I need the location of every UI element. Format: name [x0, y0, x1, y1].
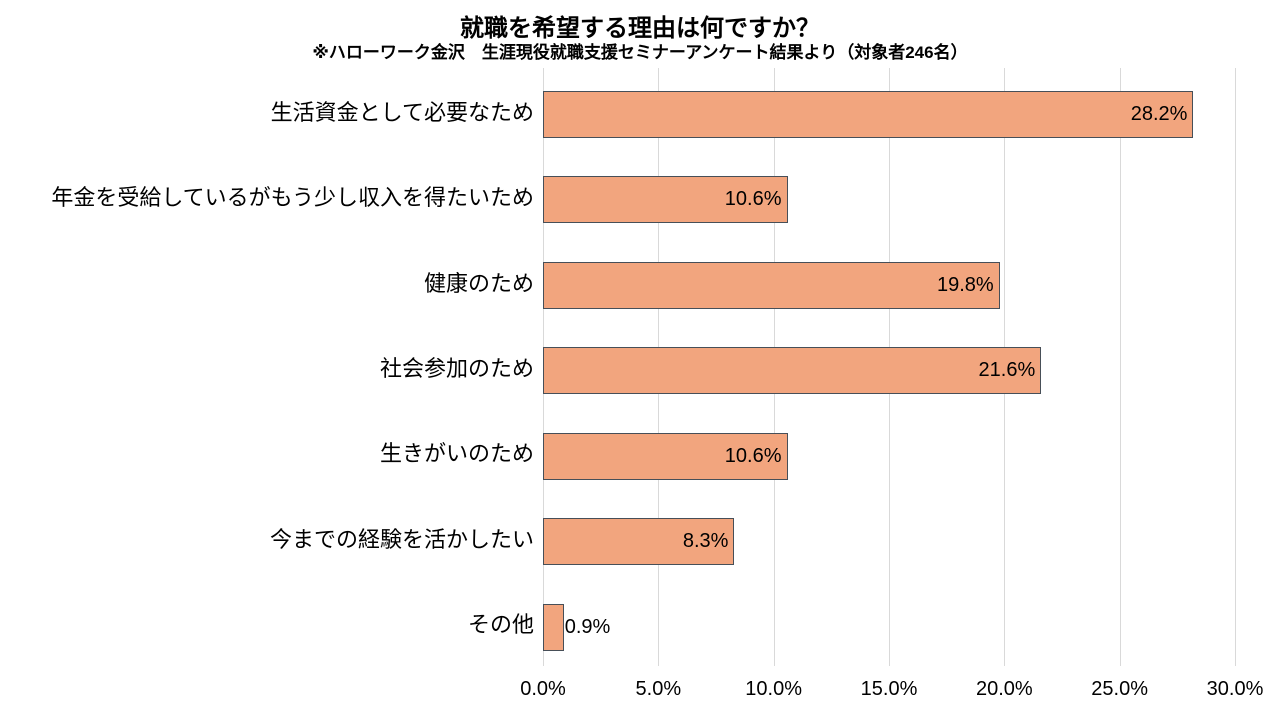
category-label: 健康のため	[423, 270, 534, 296]
x-axis-tick-label: 20.0%	[975, 678, 1033, 700]
category-label: 生きがいのため	[379, 441, 534, 467]
category-label: 社会参加のため	[379, 355, 534, 381]
x-axis-tick-label: 5.0%	[635, 678, 682, 700]
category-label: 今までの経験を活かしたい	[269, 526, 534, 552]
value-label: 0.9%	[564, 615, 611, 638]
value-label: 10.6%	[724, 188, 782, 211]
value-label: 10.6%	[724, 444, 782, 467]
bar: 0.9%	[543, 603, 610, 651]
x-axis-tick-label: 10.0%	[745, 678, 803, 700]
x-axis: 0.0% 5.0% 10.0% 15.0% 20.0% 25.0% 30.0%	[520, 678, 1263, 704]
bar: 28.2%	[543, 91, 1194, 138]
plot-area: 生活資金として必要なため 28.2% 年金を受給しているがもう少し収入を得たいた…	[51, 68, 1263, 700]
bar-row: 年金を受給しているがもう少し収入を得たいため 10.6%	[51, 153, 1235, 238]
bar: 19.8%	[543, 261, 1000, 309]
bar-row: 健康のため 19.8%	[424, 239, 1235, 324]
gridline	[1235, 68, 1236, 666]
bar: 8.3%	[543, 518, 735, 566]
bar: 10.6%	[543, 176, 788, 224]
bar-row: その他 0.9%	[468, 581, 1235, 666]
bar: 10.6%	[543, 432, 788, 480]
chart-subtitle: ※ハローワーク金沢 生涯現役就職支援セミナーアンケート結果より（対象者246名）	[312, 43, 968, 62]
bar-row: 生きがいのため 10.6%	[380, 410, 1235, 495]
value-label: 28.2%	[1130, 103, 1188, 125]
bar-row: 社会参加のため 21.6%	[380, 324, 1235, 409]
bar: 21.6%	[543, 347, 1042, 395]
bar-row: 今までの経験を活かしたい 8.3%	[270, 495, 1235, 580]
x-axis-tick-label: 15.0%	[860, 678, 918, 700]
x-axis-tick-label: 0.0%	[520, 678, 566, 700]
gridline	[1119, 68, 1121, 666]
x-axis-tick-label: 30.0%	[1206, 678, 1264, 700]
category-label: 生活資金として必要なため	[270, 99, 534, 125]
x-axis-tick-label: 25.0%	[1091, 678, 1149, 700]
value-label: 8.3%	[682, 530, 729, 553]
value-label: 19.8%	[937, 273, 994, 296]
bar-row: 生活資金として必要なため 28.2%	[271, 68, 1235, 153]
category-label: 年金を受給しているがもう少し収入を得たいため	[51, 185, 534, 211]
chart-title: 就職を希望する理由は何ですか？	[460, 15, 820, 42]
value-label: 21.6%	[978, 359, 1036, 382]
category-label: その他	[467, 612, 534, 638]
